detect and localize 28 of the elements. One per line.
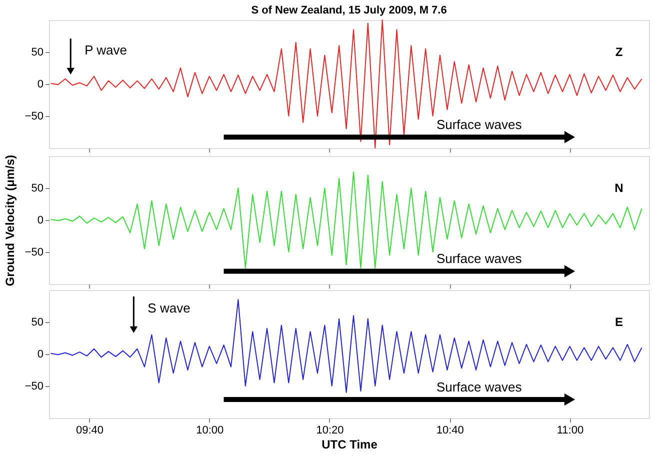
x-tick-label: 09:40 [76, 424, 104, 436]
annotation: Surface waves [436, 379, 522, 394]
x-tick-label: 11:00 [556, 424, 584, 436]
y-tick-label: 50 [31, 46, 44, 58]
y-tick-label: −50 [24, 246, 44, 258]
y-tick-label: 50 [31, 182, 44, 194]
annotation: Surface waves [436, 117, 522, 132]
y-tick-label: −50 [24, 110, 44, 122]
y-tick-label: −50 [24, 380, 44, 392]
x-tick-label: 10:20 [316, 424, 344, 436]
annotation: Surface waves [436, 251, 522, 266]
chart-title: S of New Zealand, 15 July 2009, M 7.6 [251, 4, 447, 16]
x-tick-label: 10:00 [196, 424, 224, 436]
y-tick-label: 0 [37, 214, 44, 226]
y-axis-title: Ground Velocity (μm/s) [2, 154, 17, 286]
annotation: P wave [84, 42, 128, 58]
line-series [50, 299, 642, 393]
y-tick-label: 50 [31, 316, 44, 328]
line-series [50, 172, 642, 268]
line-series [50, 20, 642, 148]
x-axis-title: UTC Time [322, 438, 378, 452]
annotation: N [614, 181, 624, 195]
annotation: S wave [148, 300, 190, 316]
annotation: Z [615, 45, 623, 59]
annotation: E [614, 315, 624, 329]
x-tick-label: 10:40 [436, 424, 464, 436]
y-tick-label: 0 [37, 78, 44, 90]
y-tick-label: 0 [37, 348, 44, 360]
